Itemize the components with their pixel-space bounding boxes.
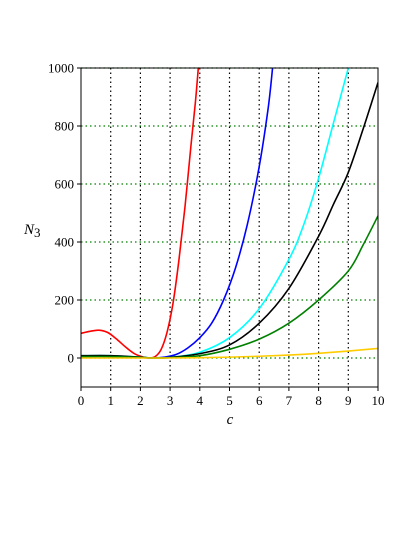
series-line-3	[81, 68, 350, 359]
x-tick-label: 6	[256, 393, 263, 408]
series-line-1	[81, 68, 200, 359]
grid-layer	[81, 67, 378, 387]
ticks-layer: 0 1 2 3 4 5 6 7 8 9 10 0 200 400 600 800 1000	[48, 61, 385, 409]
y-tick-label: 800	[55, 119, 75, 134]
x-tick-label: 0	[78, 393, 85, 408]
series-line-6	[81, 347, 378, 359]
y-axis-label-subscript: 3	[34, 225, 41, 240]
y-tick-label: 600	[55, 177, 75, 192]
x-tick-label: 9	[345, 393, 352, 408]
x-tick-label: 10	[372, 393, 385, 408]
x-tick-label: 5	[226, 393, 233, 408]
y-tick-label: 200	[55, 293, 75, 308]
y-axis-label: N3	[23, 222, 41, 240]
x-axis-label: c	[227, 412, 234, 428]
y-tick-label: 1000	[48, 61, 74, 76]
x-tick-label: 4	[197, 393, 204, 408]
x-tick-label: 3	[167, 393, 174, 408]
x-tick-label: 2	[137, 393, 144, 408]
y-tick-label: 400	[55, 235, 75, 250]
series-line-2	[81, 68, 274, 359]
x-tick-label: 1	[107, 393, 114, 408]
y-tick-label: 0	[68, 351, 75, 366]
x-tick-label: 8	[315, 393, 322, 408]
series-layer	[81, 68, 378, 359]
y-axis-label-main: N	[23, 222, 35, 238]
x-tick-label: 7	[286, 393, 293, 408]
